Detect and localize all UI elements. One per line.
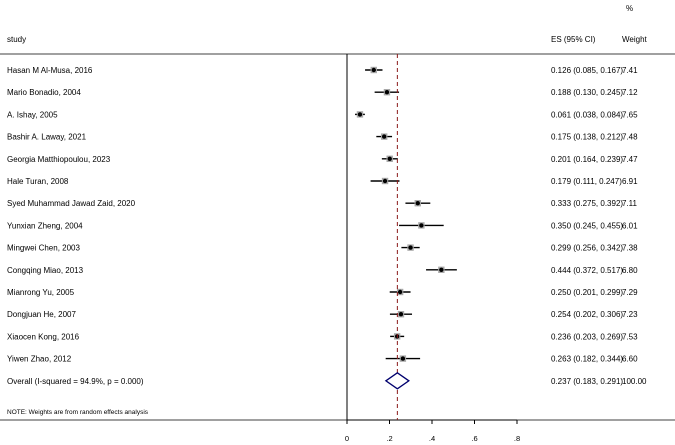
weight-label: 6.80 (622, 266, 638, 275)
es-label: 0.444 (0.372, 0.517) (551, 266, 623, 275)
weight-label: 7.38 (622, 244, 638, 253)
point-estimate (397, 289, 403, 295)
study-label: Yiwen Zhao, 2012 (7, 355, 72, 364)
x-tick-label: .2 (386, 434, 392, 443)
study-label: Xiaocen Kong, 2016 (7, 332, 80, 341)
study-label: Mingwei Chen, 2003 (7, 244, 80, 253)
point-estimate (382, 178, 388, 184)
weight-header-percent: % (626, 4, 633, 13)
es-label: 0.250 (0.201, 0.299) (551, 288, 623, 297)
overall-weight-label: 100.00 (622, 377, 647, 386)
weight-label: 7.41 (622, 66, 638, 75)
study-label: Yunxian Zheng, 2004 (7, 221, 83, 230)
es-label: 0.126 (0.085, 0.167) (551, 66, 623, 75)
point-estimate (419, 223, 424, 228)
es-label: 0.175 (0.138, 0.212) (551, 133, 623, 142)
study-label: A. Ishay, 2005 (7, 110, 58, 119)
study-label: Dongjuan He, 2007 (7, 310, 76, 319)
point-estimate (408, 245, 413, 250)
es-label: 0.350 (0.245, 0.455) (551, 221, 623, 230)
x-tick-label: 0 (345, 434, 349, 443)
point-estimate (371, 67, 376, 73)
overall-diamond (384, 372, 410, 390)
weight-header: Weight (622, 35, 648, 44)
weight-label: 7.12 (622, 88, 638, 97)
point-estimate (439, 267, 444, 272)
weight-label: 7.11 (622, 199, 638, 208)
overall-es-label: 0.237 (0.183, 0.291) (551, 377, 623, 386)
weight-label: 7.65 (622, 110, 638, 119)
es-label: 0.299 (0.256, 0.342) (551, 244, 623, 253)
study-label: Hale Turan, 2008 (7, 177, 69, 186)
point-estimate (384, 90, 390, 95)
study-label: Syed Muhammad Jawad Zaid, 2020 (7, 199, 136, 208)
study-label: Congqing Miao, 2013 (7, 266, 84, 275)
overall-label: Overall (I-squared = 94.9%, p = 0.000) (7, 377, 144, 386)
point-estimate (415, 201, 420, 206)
x-tick-label: .6 (471, 434, 477, 443)
weight-label: 6.01 (622, 221, 638, 230)
weight-label: 7.23 (622, 310, 638, 319)
point-estimate (381, 134, 387, 139)
weight-label: 7.47 (622, 155, 638, 164)
study-label: Mario Bonadio, 2004 (7, 88, 81, 97)
es-label: 0.188 (0.130, 0.245) (551, 88, 623, 97)
weight-label: 6.60 (622, 355, 638, 364)
es-label: 0.236 (0.203, 0.269) (551, 332, 623, 341)
study-header: study (7, 35, 26, 44)
es-label: 0.254 (0.202, 0.306) (551, 310, 623, 319)
weight-label: 7.29 (622, 288, 638, 297)
weight-label: 7.53 (622, 332, 638, 341)
es-label: 0.333 (0.275, 0.392) (551, 199, 623, 208)
study-label: Bashir A. Laway, 2021 (7, 133, 87, 142)
weight-label: 7.48 (622, 133, 638, 142)
weight-label: 6.91 (622, 177, 638, 186)
study-label: Mianrong Yu, 2005 (7, 288, 75, 297)
x-tick-label: .8 (514, 434, 520, 443)
es-label: 0.061 (0.038, 0.084) (551, 110, 623, 119)
x-tick-label: .4 (429, 434, 435, 443)
study-label: Georgia Matthiopoulou, 2023 (7, 155, 111, 164)
es-header: ES (95% CI) (551, 35, 596, 44)
weights-note: NOTE: Weights are from random effects an… (7, 409, 149, 416)
point-estimate (398, 312, 404, 317)
point-estimate (357, 112, 363, 117)
es-label: 0.179 (0.111, 0.247) (551, 177, 622, 186)
point-estimate (387, 156, 392, 161)
point-estimate (400, 356, 406, 361)
study-label: Hasan M Al-Musa, 2016 (7, 66, 93, 75)
es-label: 0.263 (0.182, 0.344) (551, 355, 623, 364)
es-label: 0.201 (0.164, 0.239) (551, 155, 623, 164)
